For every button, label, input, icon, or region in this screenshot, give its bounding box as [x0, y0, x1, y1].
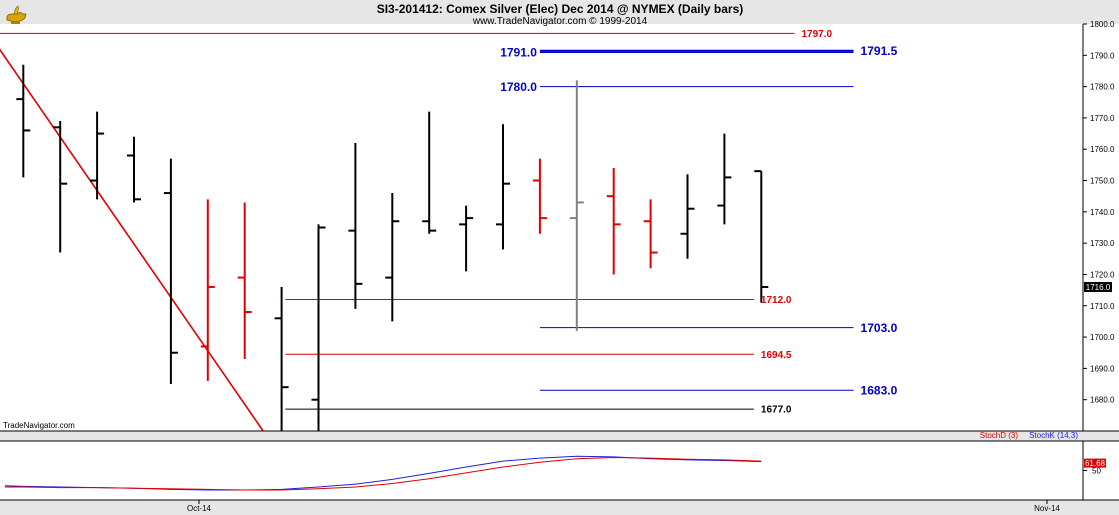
- stoch-last-box: [1084, 458, 1106, 468]
- price-bars: [16, 64, 769, 431]
- last-price-label: 1716.0: [1086, 283, 1111, 292]
- level-lines: 1797.0 1791.0 1791.5 1780.0 1712.0 1703.0 1694…: [0, 29, 898, 416]
- logo: [6, 5, 27, 24]
- price-tick-label: 1740.0: [1090, 208, 1115, 217]
- ohlc-bar: [496, 124, 510, 250]
- ohlc-bar: [348, 142, 363, 309]
- genie-lamp-icon: [6, 5, 27, 24]
- level-label: 1791.0: [500, 45, 537, 59]
- ohlc-bar: [385, 193, 400, 322]
- stoch-k-legend: StochK (14,3): [1029, 431, 1078, 440]
- stoch-lines: [4, 455, 762, 491]
- level-label: 1683.0: [861, 384, 898, 398]
- level-label: 1677.0: [761, 405, 792, 416]
- price-tick-label: 1700.0: [1090, 333, 1115, 342]
- ohlc-bar: [53, 121, 68, 253]
- last-price-box: [1084, 281, 1112, 292]
- level-label: 1712.0: [761, 295, 792, 306]
- ohlc-bar: [422, 111, 437, 234]
- price-panel-bg: [0, 24, 1083, 431]
- ohlc-bar: [717, 133, 732, 225]
- ohlc-bar: [459, 205, 474, 272]
- ohlc-bar: [569, 80, 584, 331]
- level-label: 1780.0: [500, 80, 537, 94]
- price-tick-label: 1800.0: [1090, 20, 1115, 29]
- price-tick-label: 1780.0: [1090, 83, 1115, 92]
- chart-subtitle: www.TradeNavigator.com © 1999-2014: [472, 16, 648, 27]
- price-axis-bg: [1083, 24, 1119, 431]
- ohlc-bar: [163, 158, 178, 385]
- ohlc-bar: [606, 168, 621, 275]
- level-label: 1694.5: [761, 350, 792, 361]
- stoch-axis-bg: [1083, 441, 1119, 500]
- price-tick-label: 1750.0: [1090, 177, 1115, 186]
- price-tick-label: 1730.0: [1090, 239, 1115, 248]
- date-tick-label: Oct-14: [187, 504, 212, 513]
- price-tick-label: 1680.0: [1090, 396, 1115, 405]
- level-label: 1791.5: [861, 44, 898, 58]
- last-price-marker: 1716.0: [1084, 281, 1112, 292]
- price-tick-label: 1760.0: [1090, 145, 1115, 154]
- stoch-tick-label: 50: [1092, 467, 1101, 476]
- ohlc-bar: [90, 111, 105, 200]
- price-tick-label: 1690.0: [1090, 364, 1115, 373]
- watermark: TradeNavigator.com: [3, 421, 75, 430]
- level-label: 1797.0: [802, 29, 833, 40]
- stoch-panel-bg: [0, 441, 1083, 500]
- stoch-last-marker: 61.68: [1084, 458, 1106, 468]
- stoch-last-label: 61.68: [1085, 459, 1106, 468]
- price-tick-label: 1720.0: [1090, 270, 1115, 279]
- ohlc-bar: [274, 286, 289, 431]
- ohlc-bar: [532, 158, 547, 234]
- price-y-axis: 1800.0 1790.0 1780.0 1770.0 1760.0 1750.0 1740…: [1083, 20, 1115, 405]
- stoch-y-axis: 50: [1083, 467, 1101, 476]
- trendline-layer: [0, 48, 264, 432]
- chart-title: SI3-201412: Comex Silver (Elec) Dec 2014…: [377, 2, 744, 16]
- ohlc-bar: [680, 174, 695, 259]
- price-tick-label: 1790.0: [1090, 51, 1115, 60]
- ohlc-bar: [127, 136, 141, 203]
- price-tick-label: 1710.0: [1090, 302, 1115, 311]
- ohlc-bar: [754, 170, 769, 303]
- level-label: 1703.0: [861, 321, 898, 335]
- stoch-d-line: [4, 456, 762, 491]
- stoch-d-legend: StochD (3): [980, 431, 1019, 440]
- ohlc-bar: [16, 64, 31, 178]
- ohlc-bar: [200, 199, 215, 381]
- ohlc-bar: [643, 199, 658, 269]
- ohlc-bar: [311, 224, 326, 431]
- ohlc-bar: [237, 202, 252, 359]
- trendline: [0, 48, 264, 432]
- date-tick-label: Nov-14: [1034, 504, 1060, 513]
- price-tick-label: 1770.0: [1090, 114, 1115, 123]
- date-axis: Oct-14 Nov-14: [187, 500, 1060, 513]
